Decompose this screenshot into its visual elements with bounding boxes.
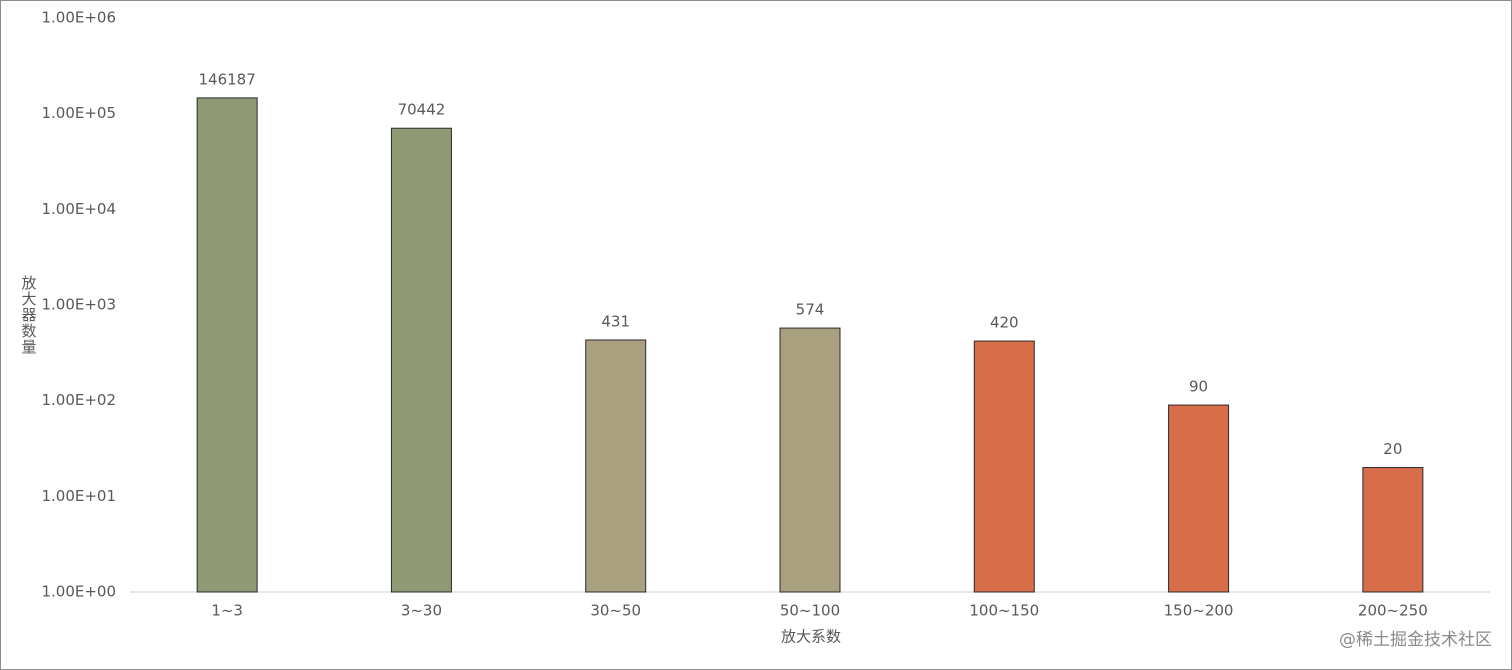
x-tick-label: 150~200 (1164, 602, 1234, 620)
x-tick-label: 1~3 (211, 602, 243, 620)
y-tick-label: 1.00E+01 (41, 487, 116, 505)
x-tick-label: 200~250 (1358, 602, 1428, 620)
y-tick-label: 1.00E+03 (41, 296, 116, 314)
x-tick-label: 50~100 (780, 602, 840, 620)
y-tick-label: 1.00E+04 (41, 200, 116, 218)
bar (585, 339, 647, 593)
y-tick-label: 1.00E+05 (41, 104, 116, 122)
bar (1362, 467, 1424, 593)
bar (1168, 404, 1230, 593)
data-label: 146187 (199, 70, 256, 88)
bar (390, 127, 452, 593)
data-label: 70442 (398, 101, 446, 119)
x-tick-label: 100~150 (969, 602, 1039, 620)
x-axis-label: 放大系数 (781, 628, 841, 646)
watermark: @稀土掘金技术社区 (1339, 630, 1492, 650)
data-label: 20 (1383, 440, 1402, 458)
bar (973, 340, 1035, 593)
data-label: 574 (796, 301, 825, 319)
y-tick-label: 1.00E+00 (41, 583, 116, 601)
x-tick-label: 3~30 (401, 602, 442, 620)
y-tick-label: 1.00E+02 (41, 391, 116, 409)
data-label: 431 (601, 312, 630, 330)
y-tick-label: 1.00E+06 (41, 9, 116, 27)
bar (779, 327, 841, 593)
y-axis-label: 放大器数量 (20, 275, 38, 355)
bar (196, 97, 258, 593)
x-tick-label: 30~50 (590, 602, 641, 620)
data-label: 90 (1189, 378, 1208, 396)
data-label: 420 (990, 314, 1019, 332)
